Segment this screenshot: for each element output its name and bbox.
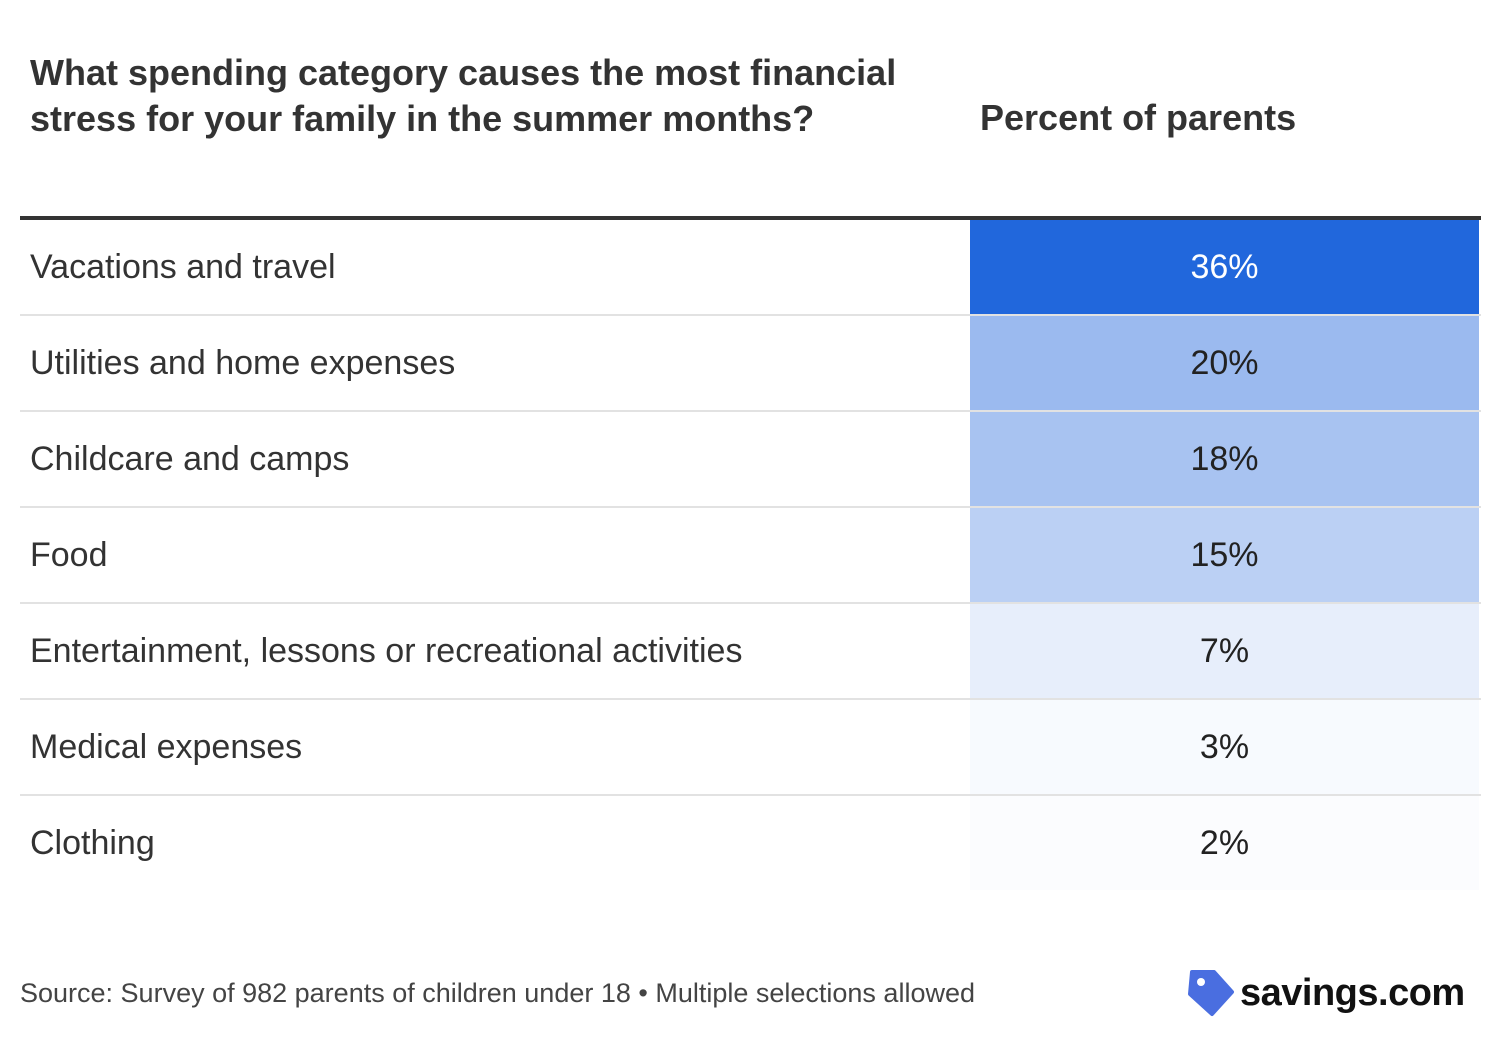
header-divider (20, 216, 1481, 220)
row-percent-cell: 15% (970, 508, 1479, 602)
price-tag-icon (1188, 970, 1234, 1016)
data-table: Vacations and travel 36% Utilities and hom… (20, 220, 1481, 892)
table-row: Vacations and travel 36% (20, 220, 1481, 316)
savings-logo[interactable]: savings.com (1186, 966, 1465, 1020)
source-note: Source: Survey of 982 parents of childre… (20, 978, 975, 1008)
table-row: Childcare and camps 18% (20, 412, 1481, 508)
row-percent-cell: 2% (970, 796, 1479, 890)
row-category-label: Childcare and camps (30, 440, 350, 478)
row-category-label: Vacations and travel (30, 248, 336, 286)
row-category-label: Entertainment, lessons or recreational a… (30, 632, 743, 670)
table-row: Food 15% (20, 508, 1481, 604)
row-percent-cell: 36% (970, 220, 1479, 314)
percent-column-header: Percent of parents (980, 97, 1297, 138)
logo-wordmark: savings.com (1240, 971, 1465, 1014)
table-row: Utilities and home expenses 20% (20, 316, 1481, 412)
row-percent-cell: 20% (970, 316, 1479, 410)
table-row: Medical expenses 3% (20, 700, 1481, 796)
row-category-label: Clothing (30, 824, 155, 862)
row-category-label: Food (30, 536, 108, 574)
row-percent-cell: 3% (970, 700, 1479, 794)
row-percent-cell: 7% (970, 604, 1479, 698)
table-header: What spending category causes the most f… (0, 0, 1500, 220)
row-category-label: Utilities and home expenses (30, 344, 456, 382)
table-row: Entertainment, lessons or recreational a… (20, 604, 1481, 700)
question-column-header: What spending category causes the most f… (30, 52, 897, 139)
row-category-label: Medical expenses (30, 728, 303, 766)
table-row: Clothing 2% (20, 796, 1481, 892)
row-percent-cell: 18% (970, 412, 1479, 506)
